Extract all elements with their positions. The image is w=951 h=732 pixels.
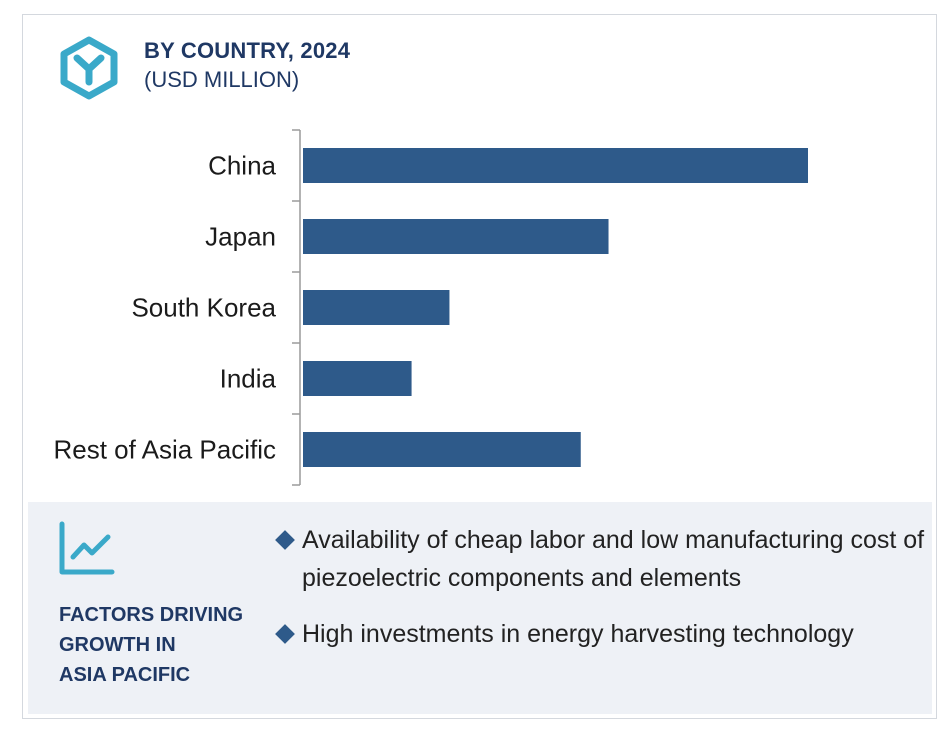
factor-bullet-text: Availability of cheap labor and low manu… [302, 526, 925, 592]
bar-china [303, 148, 808, 183]
diamond-bullet-icon [275, 624, 295, 644]
trend-line-chart-icon [59, 521, 115, 575]
bar-chart: China Japan South Korea India Rest of Asia P… [53, 129, 808, 486]
category-label: Japan [205, 222, 276, 252]
factors-title-line: GROWTH IN [59, 634, 176, 656]
factors-title: FACTORS DRIVING GROWTH IN ASIA PACIFIC [59, 600, 269, 690]
bar-japan [303, 219, 609, 254]
bar-south-korea [303, 290, 450, 325]
bar-rest-of-asia-pacific [303, 432, 581, 467]
chart-subtitle: (USD MILLION) [144, 67, 300, 92]
bar-india [303, 361, 412, 396]
chart-title: BY COUNTRY, 2024 [144, 38, 351, 63]
category-label: Rest of Asia Pacific [53, 435, 276, 465]
factor-bullet: High investments in energy harvesting te… [275, 615, 925, 653]
hexagon-y-logo-icon [60, 36, 118, 100]
category-label: India [220, 364, 277, 394]
factor-bullet: Availability of cheap labor and low manu… [275, 521, 925, 597]
factors-title-line: FACTORS DRIVING [59, 604, 244, 626]
diamond-bullet-icon [275, 530, 295, 550]
category-label: South Korea [131, 293, 276, 323]
factor-bullet-text: High investments in energy harvesting te… [302, 620, 854, 648]
factors-panel [28, 502, 932, 714]
factors-title-line: ASIA PACIFIC [59, 664, 191, 686]
category-label: China [208, 151, 276, 181]
